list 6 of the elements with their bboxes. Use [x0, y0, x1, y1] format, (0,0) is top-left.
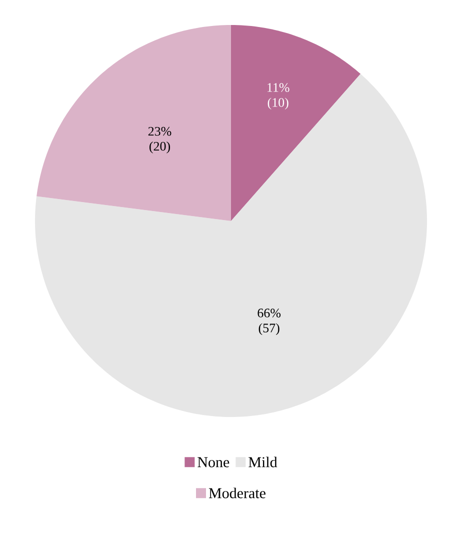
legend-label: Mild	[248, 456, 278, 468]
data-label: 66% (57)	[258, 308, 281, 336]
data-label: 23% (20)	[148, 126, 172, 154]
legend-label: None	[198, 457, 230, 468]
data-label: 11% (10)	[268, 83, 290, 110]
legend-label: Moderate	[208, 488, 266, 498]
